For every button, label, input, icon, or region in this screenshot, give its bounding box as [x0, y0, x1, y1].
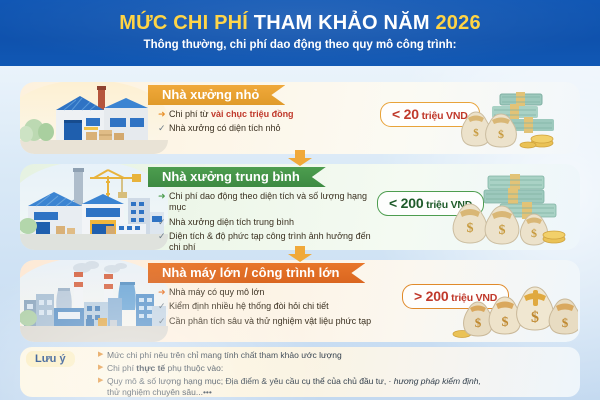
check-marker-icon: ✓ — [158, 301, 166, 312]
note-box: Lưu ý ▶ Mức chi phí nêu trên chỉ mang tí… — [20, 347, 580, 397]
arrow-marker-icon: ➜ — [158, 191, 166, 201]
triangle-marker-icon: ▶ — [98, 377, 104, 385]
money-bags-medium-icon: $ $ $ — [430, 164, 580, 250]
tier-banner-small: Nhà xưởng nhỏ — [148, 85, 285, 105]
bullet-text: Nhà xưởng có diện tích nhỏ — [169, 123, 281, 134]
bullet-item: ➜ Chi phí dao động theo diện tích và số … — [158, 191, 374, 214]
bullet-item: ✓ Cần phân tích sâu và thử nghiệm vật li… — [158, 316, 371, 327]
check-marker-icon: ✓ — [158, 123, 166, 134]
price-badge-small: < 20 triệu VND — [380, 102, 480, 127]
svg-text:$: $ — [502, 315, 509, 330]
bullet-text: Nhà xưởng diện tích trung bình — [169, 216, 295, 227]
bullet-item: ✓ Nhà xưởng có diện tích nhỏ — [158, 123, 294, 134]
note-text: Mức chi phí nêu trên chỉ mang tính chất … — [107, 350, 342, 360]
connector-arrow-1-icon — [286, 150, 314, 166]
svg-text:$: $ — [531, 309, 539, 326]
note-text: Chi phí thực tế phụ thuộc vào: — [107, 363, 224, 374]
svg-text:$: $ — [498, 127, 504, 141]
bullet-item: ✓ Kiểm định nhiều hệ thống đòi hỏi chi t… — [158, 301, 371, 312]
connector-arrow-2-icon — [286, 246, 314, 262]
note-item: ▶ Mức chi phí nêu trên chỉ mang tính chấ… — [98, 350, 481, 361]
money-bags-large-icon: $ $ $ $ — [430, 260, 580, 342]
bullet-text: Kiểm định nhiều hệ thống đòi hỏi chi tiế… — [169, 301, 329, 312]
bullet-text: Chi phí dao động theo diện tích và số lư… — [169, 191, 368, 213]
svg-text:$: $ — [473, 127, 479, 139]
note-item: ▶ Quy mô & số lượng hạng mục; Địa điểm &… — [98, 376, 481, 397]
bullet-text: Cần phân tích sâu và thử nghiệm vật liệu… — [169, 315, 372, 326]
page-subtitle: Thông thường, chi phí dao động theo quy … — [143, 39, 457, 51]
svg-text:$: $ — [562, 315, 569, 330]
small-factory-icon — [20, 82, 168, 154]
money-bags-small-icon: $ $ — [430, 82, 580, 154]
note-label: Lưu ý — [26, 351, 75, 367]
header-banner: MỨC CHI PHÍ THAM KHẢO NĂM 2026 Thông thư… — [0, 0, 600, 72]
arrow-marker-icon: ➜ — [158, 109, 166, 119]
price-badge-large: > 200 triệu VND — [402, 284, 510, 309]
tier-bullets-medium: ➜ Chi phí dao động theo diện tích và số … — [158, 191, 374, 250]
bullet-item: ➜ Chi phí từ vài chục triệu đồng — [158, 109, 294, 120]
note-text: Quy mô & số lượng hạng mục; Địa điểm & y… — [107, 376, 481, 397]
bullet-text: Chi phí từ vài chục triệu đồng — [169, 109, 294, 119]
tier-row-small-factory: Nhà xưởng nhỏ ➜ Chi phí từ vài chục triệ… — [20, 82, 580, 154]
check-marker-icon: ✓ — [158, 315, 166, 326]
check-marker-icon: ✓ — [158, 216, 166, 227]
medium-factory-icon — [20, 164, 168, 250]
bullet-text: Diện tích & độ phức tạp công trình ảnh h… — [169, 230, 371, 250]
tier-bullets-large: ➜ Nhà máy có quy mô lớn ✓ Kiểm định nhiề… — [158, 287, 371, 330]
svg-text:$: $ — [499, 223, 506, 238]
note-item: ▶ Chi phí thực tế phụ thuộc vào: — [98, 363, 481, 374]
tier-row-medium-factory: Nhà xưởng trung bình ➜ Chi phí dao động … — [20, 164, 580, 250]
svg-text:$: $ — [475, 315, 482, 330]
title-segment-white: THAM KHẢO NĂM — [253, 12, 436, 34]
bullet-item: ➜ Nhà máy có quy mô lớn — [158, 287, 371, 298]
note-list: ▶ Mức chi phí nêu trên chỉ mang tính chấ… — [98, 350, 481, 397]
title-segment-year: 2026 — [435, 12, 481, 34]
title-segment-accent-1: MỨC CHI PHÍ — [119, 12, 254, 34]
bullet-text: Nhà máy có quy mô lớn — [169, 287, 265, 297]
page-title: MỨC CHI PHÍ THAM KHẢO NĂM 2026 — [0, 12, 600, 34]
svg-text:$: $ — [467, 221, 474, 236]
svg-text:$: $ — [531, 226, 537, 240]
tier-bullets-small: ➜ Chi phí từ vài chục triệu đồng ✓ Nhà x… — [158, 109, 294, 138]
triangle-marker-icon: ▶ — [98, 351, 104, 358]
bullet-item: ✓ Nhà xưởng diện tích trung bình — [158, 217, 374, 228]
bullet-item: ✓ Diện tích & độ phức tạp công trình ảnh… — [158, 231, 374, 250]
arrow-marker-icon: ➜ — [158, 287, 166, 297]
content-panel: Nhà xưởng nhỏ ➜ Chi phí từ vài chục triệ… — [0, 66, 600, 400]
tier-banner-large: Nhà máy lớn / công trình lớn — [148, 263, 365, 283]
tier-banner-medium: Nhà xưởng trung bình — [148, 167, 326, 187]
large-plant-icon — [20, 260, 168, 342]
tier-row-large-plant: Nhà máy lớn / công trình lớn ➜ Nhà máy c… — [20, 260, 580, 342]
check-marker-icon: ✓ — [158, 230, 166, 241]
triangle-marker-icon: ▶ — [98, 364, 104, 372]
